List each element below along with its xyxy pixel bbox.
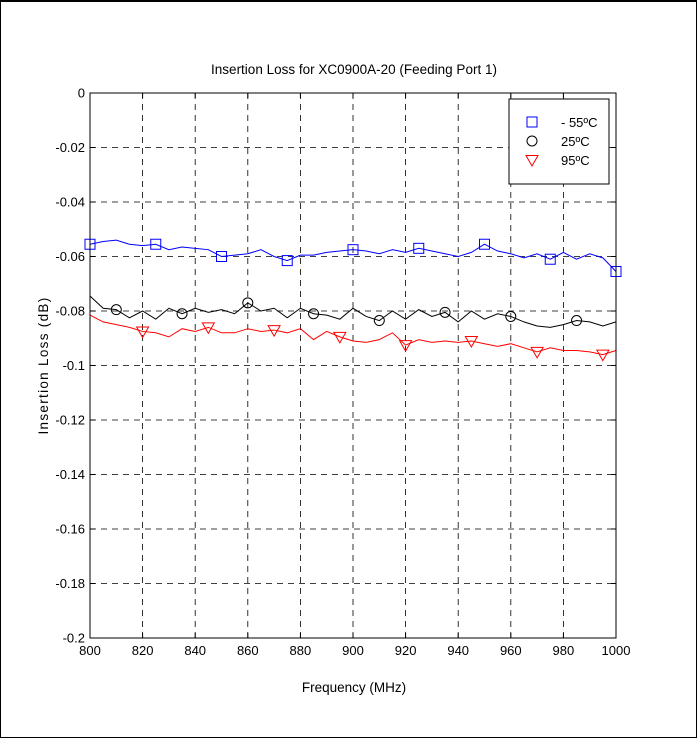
x-tick-label: 980 [553, 643, 575, 658]
legend-label-1: - 55ºC [561, 115, 598, 130]
axis-ticks [89, 92, 617, 639]
y-tick-label: -0.12 [55, 413, 85, 428]
x-tick-label: 960 [500, 643, 522, 658]
x-tick-label: 1000 [602, 643, 631, 658]
legend-marker-2 [526, 135, 538, 147]
x-tick-label: 820 [132, 643, 154, 658]
legend: - 55ºC 25ºC 95ºC [508, 98, 610, 185]
series-2-marker [176, 308, 188, 320]
y-tick-label: -0.18 [55, 576, 85, 591]
legend-marker-3 [525, 155, 539, 168]
y-tick-label: -0.02 [55, 140, 85, 155]
y-tick-label: -0.1 [63, 358, 85, 373]
chart-title: Insertion Loss for XC0900A-20 (Feeding P… [211, 62, 497, 77]
series-markers [84, 238, 622, 362]
y-tick-label: -0.2 [63, 631, 85, 646]
x-tick-label: 940 [447, 643, 469, 658]
series-1-marker [544, 253, 556, 265]
series-1-marker [413, 242, 425, 254]
x-tick-label: 920 [395, 643, 417, 658]
series-2-marker [308, 308, 320, 320]
series-2-marker [242, 297, 254, 309]
y-tick-label: -0.14 [55, 467, 85, 482]
legend-label-2: 25ºC [561, 134, 590, 149]
series-1-marker [281, 255, 293, 267]
series-3-marker [332, 331, 347, 344]
y-tick-label: -0.06 [55, 249, 85, 264]
y-tick-label: -0.04 [55, 195, 85, 210]
legend-label-3: 95ºC [561, 153, 590, 168]
legend-marker-1 [526, 116, 538, 128]
series-1-marker [150, 238, 162, 250]
x-tick-label: 860 [237, 643, 259, 658]
series-2-marker [110, 304, 122, 316]
series-2-marker [439, 306, 451, 318]
series-3-marker [398, 340, 413, 353]
series-3-marker [201, 322, 216, 335]
y-tick-label: -0.08 [55, 304, 85, 319]
x-tick-label: 840 [184, 643, 206, 658]
series-2-marker [505, 310, 517, 322]
y-axis-label: Insertion Loss (dB) [36, 297, 51, 435]
legend-box [508, 98, 610, 185]
x-tick-label: 900 [342, 643, 364, 658]
x-tick-label: 800 [79, 643, 101, 658]
series-1-marker [347, 244, 359, 256]
y-tick-label: -0.16 [55, 522, 85, 537]
x-tick-labels: 800 820 840 860 880 900 920 940 960 980 1000 [79, 643, 630, 658]
x-tick-label: 880 [290, 643, 312, 658]
series-3-marker [267, 325, 281, 338]
series-2-marker [373, 315, 385, 327]
series-3-marker [464, 335, 479, 348]
series-line-3 [89, 314, 617, 356]
series-3-marker [530, 346, 544, 359]
series-line-2 [89, 295, 617, 328]
x-axis-label: Frequency (MHz) [302, 680, 406, 695]
series-line-1 [89, 239, 617, 272]
y-tick-label: 0 [78, 86, 85, 101]
series-3-marker [135, 326, 150, 339]
series-2-marker [571, 315, 583, 327]
series-1-marker [479, 238, 490, 250]
series-3-marker [595, 349, 610, 362]
series-1-marker [216, 251, 227, 262]
y-tick-labels: 0 -0.02 -0.04 -0.06 -0.08 -0.1 -0.12 -0.14 -0.16… [55, 86, 85, 646]
